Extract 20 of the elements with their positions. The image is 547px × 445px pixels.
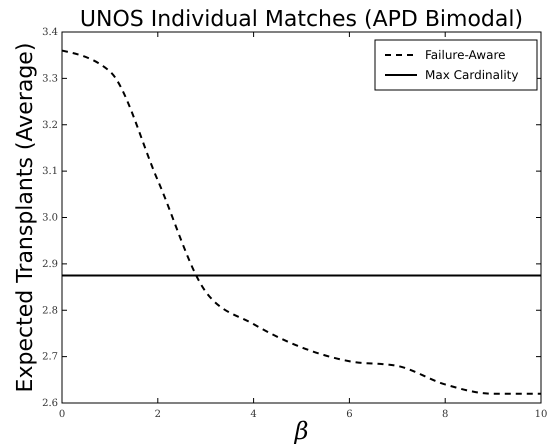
y-tick-label: 3.2 bbox=[42, 120, 58, 131]
y-tick-label: 3.1 bbox=[42, 166, 58, 178]
y-tick-label: 2.9 bbox=[42, 258, 58, 270]
x-tick-label: 4 bbox=[250, 409, 257, 420]
x-tick-label: 10 bbox=[534, 409, 547, 420]
x-axis-title: β bbox=[294, 417, 308, 445]
y-tick-label: 3.3 bbox=[42, 73, 58, 84]
y-axis-title: Expected Transplants (Average) bbox=[13, 42, 38, 392]
x-tick-label: 6 bbox=[346, 409, 353, 420]
y-tick-label: 2.6 bbox=[42, 398, 58, 409]
legend-label: Failure-Aware bbox=[425, 48, 506, 62]
chart-title: UNOS Individual Matches (APD Bimodal) bbox=[80, 7, 524, 32]
y-tick-label: 2.8 bbox=[42, 305, 58, 316]
legend-label: Max Cardinality bbox=[425, 68, 518, 82]
y-tick-label: 3.4 bbox=[42, 27, 58, 38]
y-tick-label: 2.7 bbox=[42, 352, 58, 363]
y-tick-label: 3.0 bbox=[42, 212, 58, 224]
x-tick-label: 2 bbox=[154, 409, 161, 420]
x-tick-label: 8 bbox=[442, 409, 448, 420]
x-tick-label: 0 bbox=[58, 409, 66, 420]
